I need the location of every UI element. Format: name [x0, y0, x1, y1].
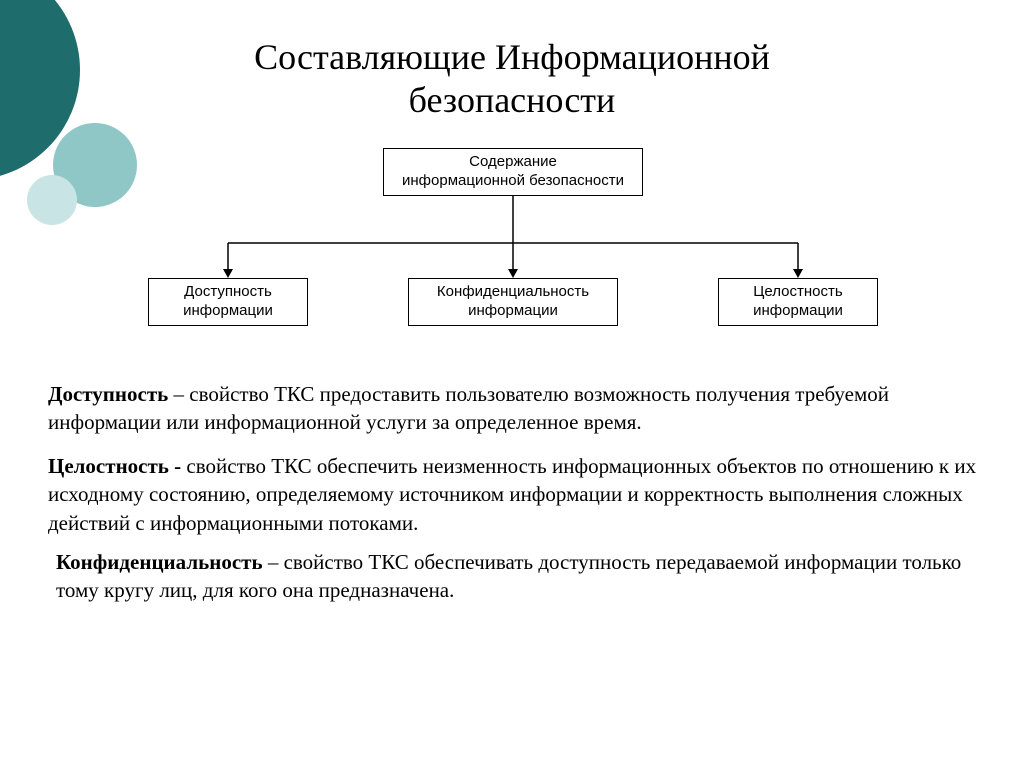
- node-child2-line2: информации: [468, 302, 558, 319]
- node-child3-line1: Целостность: [753, 283, 842, 300]
- title-line-1: Составляющие Информационной: [254, 37, 770, 77]
- slide-title: Составляющие Информационной безопасности: [0, 36, 1024, 122]
- node-root-line2: информационной безопасности: [402, 172, 624, 189]
- hierarchy-diagram: Содержание информационной безопасности Д…: [128, 148, 898, 348]
- node-child1-line2: информации: [183, 302, 273, 319]
- definition-availability: Доступность – свойство ТКС предоставить …: [48, 380, 978, 437]
- term-availability: Доступность: [48, 382, 168, 406]
- text-integrity: свойство ТКС обеспечить неизменность инф…: [48, 454, 976, 535]
- node-child3-line2: информации: [753, 302, 843, 319]
- node-child-1: Доступность информации: [148, 278, 308, 326]
- definition-integrity: Целостность - свойство ТКС обеспечить не…: [48, 452, 978, 537]
- node-child1-line1: Доступность: [184, 283, 272, 300]
- node-child-3: Целостность информации: [718, 278, 878, 326]
- decor-circle-medium: [53, 123, 137, 207]
- node-root-line1: Содержание: [469, 153, 557, 170]
- node-child2-line1: Конфиденциальность: [437, 283, 589, 300]
- term-integrity: Целостность -: [48, 454, 181, 478]
- decor-circle-small: [27, 175, 77, 225]
- text-availability: – свойство ТКС предоставить пользователю…: [48, 382, 889, 434]
- term-confidentiality: Конфиденциальность: [56, 550, 263, 574]
- title-line-2: безопасности: [409, 80, 616, 120]
- definition-confidentiality: Конфиденциальность – свойство ТКС обеспе…: [56, 548, 978, 605]
- node-root: Содержание информационной безопасности: [383, 148, 643, 196]
- node-child-2: Конфиденциальность информации: [408, 278, 618, 326]
